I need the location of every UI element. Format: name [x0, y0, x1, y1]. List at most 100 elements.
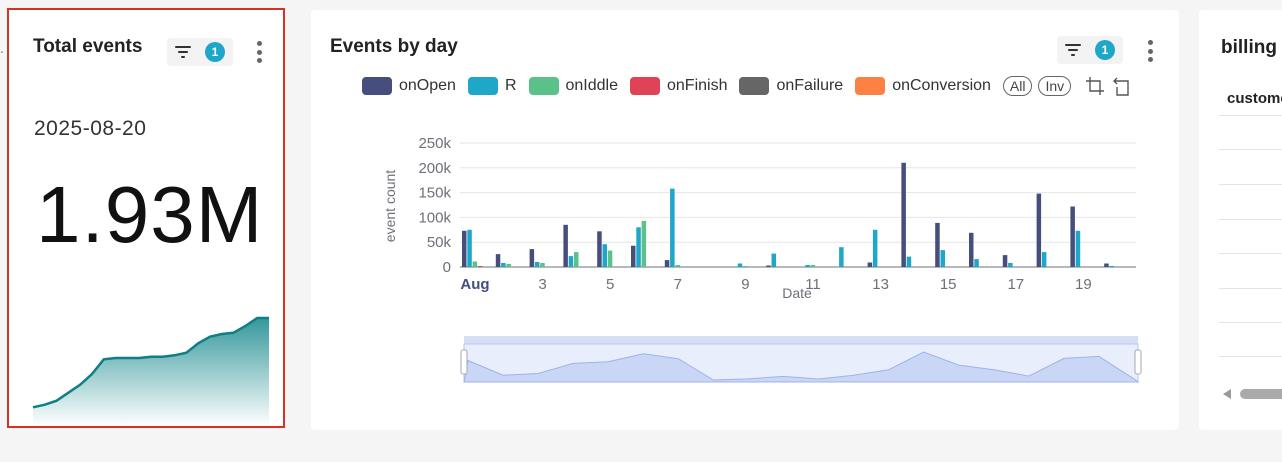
total-events-title: Total events	[33, 36, 143, 57]
bar-R-16[interactable]	[974, 259, 979, 267]
bar-R-2[interactable]	[501, 263, 506, 267]
legend-swatch	[739, 77, 770, 95]
legend-item[interactable]: onConversion	[855, 77, 991, 95]
x-tick-label: 9	[741, 276, 749, 293]
bar-onIddle-2[interactable]	[506, 264, 511, 267]
bar-onOpen-2[interactable]	[495, 254, 501, 267]
filter-icon	[1065, 44, 1081, 56]
horizontal-scrollbar[interactable]	[1223, 387, 1282, 401]
bar-R-12[interactable]	[839, 247, 844, 267]
bar-onOpen-6[interactable]	[631, 245, 636, 267]
bar-R-9[interactable]	[737, 263, 743, 268]
legend-swatch	[362, 77, 392, 95]
bar-R-5[interactable]	[602, 244, 608, 267]
table-row	[1219, 288, 1282, 289]
bar-onOpen-16[interactable]	[969, 232, 974, 267]
legend-item[interactable]: onIddle	[528, 77, 619, 95]
events-bar-chart: 0 50k 100k 150k 200k 250k event count Aug 3 5 7 9 11…	[382, 135, 1142, 383]
bar-onIddle-3[interactable]	[540, 263, 545, 267]
legend-item[interactable]: onFailure	[739, 77, 843, 95]
bar-onOpen-13[interactable]	[867, 262, 873, 268]
bar-R-4[interactable]	[568, 256, 574, 267]
x-tick-label: 19	[1075, 276, 1092, 293]
bar-onOpen-14[interactable]	[901, 162, 906, 267]
more-options-icon[interactable]	[256, 41, 262, 63]
bar-onOpen-4[interactable]	[563, 224, 568, 267]
bar-onOpen-20[interactable]	[1104, 263, 1109, 268]
bar-R-17[interactable]	[1008, 263, 1013, 267]
previous-card-edge: .	[0, 40, 4, 56]
bar-onOpen-15[interactable]	[935, 222, 940, 267]
data-zoom-handle-bar[interactable]	[464, 336, 1138, 344]
bar-onIddle-1[interactable]	[472, 261, 478, 268]
table-column-header[interactable]: custome	[1227, 90, 1282, 107]
zoom-select-icon[interactable]	[1085, 76, 1105, 96]
bar-R-7[interactable]	[670, 188, 675, 267]
table-row	[1219, 356, 1282, 357]
kpi-value: 1.93M	[36, 170, 264, 259]
bar-onOpen-7[interactable]	[664, 260, 670, 267]
legend-select-all-button[interactable]: All	[1002, 76, 1033, 96]
y-tick-label: 100k	[418, 209, 451, 226]
bar-onOpen-17[interactable]	[1002, 255, 1008, 267]
bar-R-18[interactable]	[1041, 252, 1047, 267]
data-zoom-preview	[463, 351, 1140, 383]
bar-R-11[interactable]	[805, 265, 810, 267]
legend-invert-button[interactable]: Inv	[1038, 76, 1072, 96]
y-tick-label: 50k	[427, 234, 452, 251]
legend-swatch	[467, 77, 498, 95]
bar-onIddle-7[interactable]	[675, 265, 680, 267]
x-tick-label: Aug	[460, 276, 489, 293]
legend-item[interactable]: onFinish	[630, 77, 727, 95]
bar-R-14[interactable]	[906, 256, 912, 267]
scroll-left-arrow-icon[interactable]	[1223, 389, 1231, 399]
bar-R-1[interactable]	[467, 229, 472, 267]
y-tick-label: 250k	[418, 135, 451, 152]
billing-card[interactable]: billing custome	[1199, 10, 1282, 430]
bar-onOpen-19[interactable]	[1070, 206, 1075, 268]
legend-label: onFailure	[776, 77, 844, 94]
bar-onOpen-18[interactable]	[1036, 193, 1042, 267]
kpi-sparkline	[32, 316, 269, 424]
legend-label: onIddle	[565, 77, 619, 94]
bar-R-3[interactable]	[534, 262, 540, 267]
data-zoom-left-handle[interactable]	[460, 349, 468, 375]
bar-onIddle-11[interactable]	[810, 265, 816, 267]
data-zoom-right-handle[interactable]	[1134, 349, 1142, 375]
bar-R-15[interactable]	[940, 250, 946, 267]
legend-item[interactable]: onOpen	[362, 77, 456, 95]
bar-R-13[interactable]	[872, 229, 878, 267]
table-row	[1219, 184, 1282, 185]
filter-count-badge: 1	[1095, 40, 1115, 60]
bar-onIddle-4[interactable]	[574, 252, 579, 267]
bar-onIddle-5[interactable]	[607, 250, 613, 267]
bar-onIddle-6[interactable]	[641, 220, 647, 267]
scrollbar-thumb[interactable]	[1240, 389, 1282, 399]
bar-onFinish-1[interactable]	[477, 266, 483, 267]
total-events-filter-button[interactable]: 1	[167, 38, 233, 66]
zoom-reset-icon[interactable]	[1113, 76, 1133, 96]
events-by-day-filter-button[interactable]: 1	[1057, 36, 1123, 64]
x-tick-label: 11	[805, 276, 821, 293]
bar-R-10[interactable]	[771, 253, 777, 267]
legend-item[interactable]: R	[467, 77, 517, 95]
legend-label: R	[504, 77, 517, 94]
bar-onOpen-1[interactable]	[462, 230, 467, 267]
kpi-date: 2025-08-20	[34, 117, 147, 140]
bar-onOpen-3[interactable]	[529, 249, 535, 267]
x-tick-label: 7	[674, 276, 682, 293]
y-tick-label: 150k	[418, 185, 451, 202]
total-events-card[interactable]: Total events 1 2025-08-20 1.93M	[7, 8, 285, 428]
x-tick-label: 13	[872, 276, 889, 293]
bar-onOpen-5[interactable]	[597, 231, 602, 267]
more-options-icon[interactable]	[1147, 40, 1153, 62]
bar-R-19[interactable]	[1075, 230, 1081, 267]
bar-R-20[interactable]	[1109, 266, 1115, 267]
bar-onOpen-10[interactable]	[766, 265, 771, 268]
bar-R-6[interactable]	[636, 227, 641, 267]
bar-onIddle-9[interactable]	[743, 266, 748, 267]
x-tick-label: 15	[940, 276, 957, 293]
table-row	[1219, 149, 1282, 150]
